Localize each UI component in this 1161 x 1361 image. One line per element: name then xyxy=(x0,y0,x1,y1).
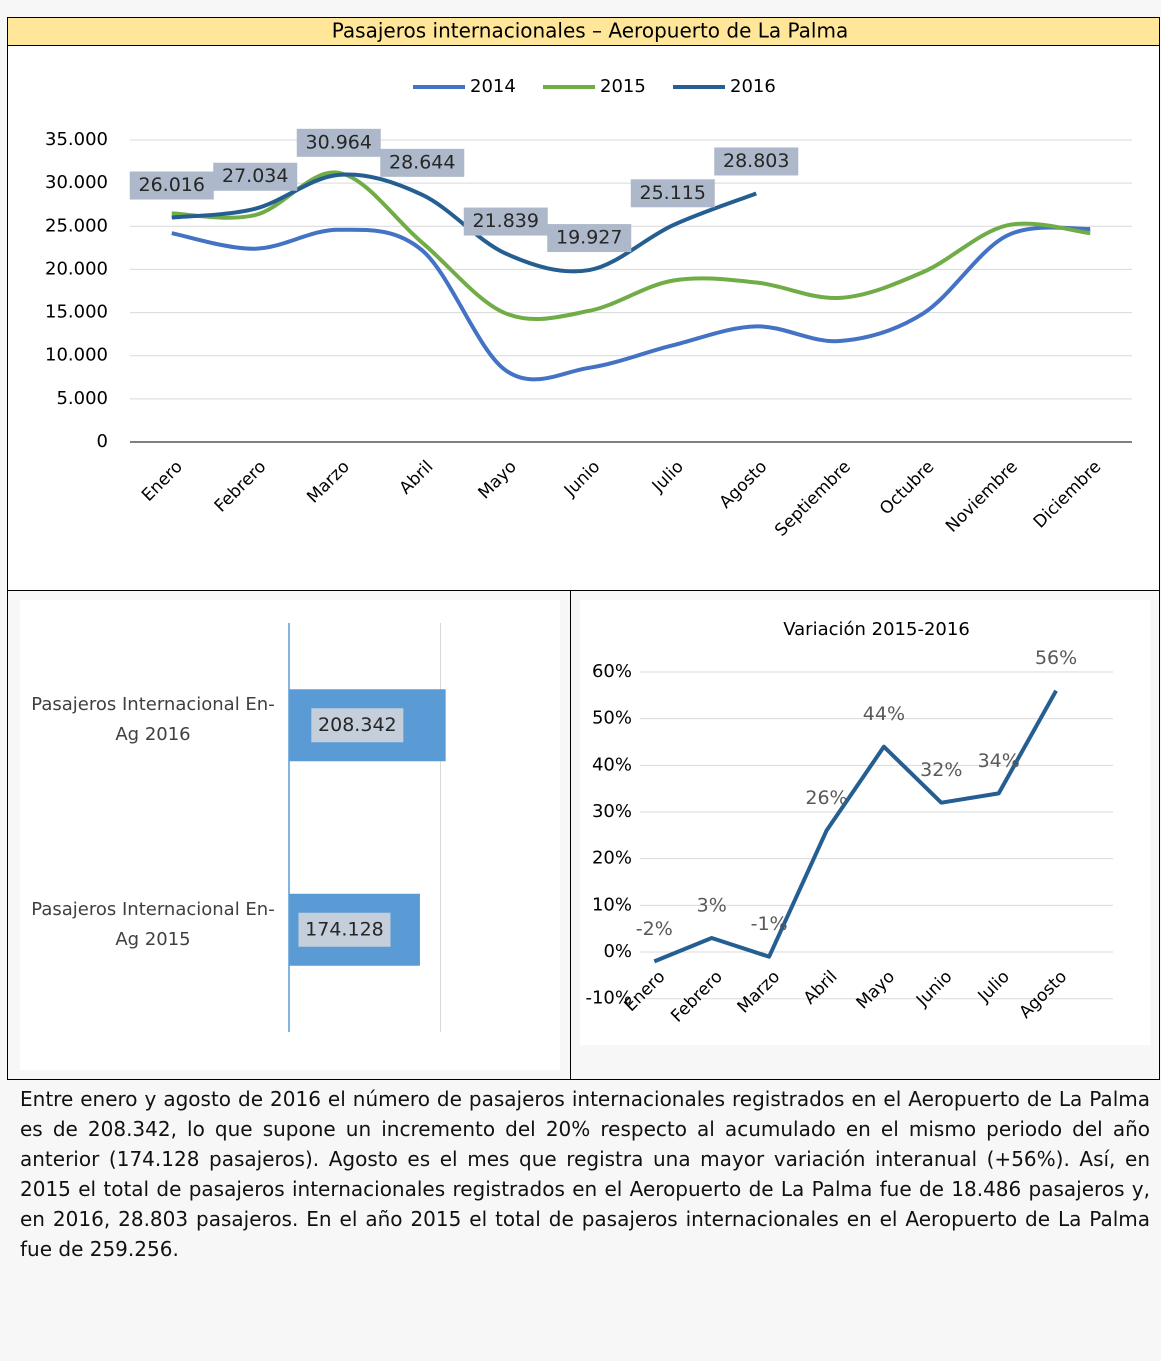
y-tick-label: -10% xyxy=(585,988,632,1009)
y-tick-label: 5.000 xyxy=(56,388,108,409)
data-label-box xyxy=(311,708,404,743)
chart-title: Variación 2015-2016 xyxy=(783,619,970,640)
y-tick-label: 40% xyxy=(592,754,632,775)
y-tick-label: 10% xyxy=(592,894,632,915)
data-label: 34% xyxy=(978,750,1020,772)
data-label: 25.115 xyxy=(640,182,706,204)
y-tick-label: 0 xyxy=(97,431,108,452)
data-label-box xyxy=(463,207,548,236)
data-label-box xyxy=(298,912,391,947)
data-label: 19.927 xyxy=(556,227,622,249)
chart-area xyxy=(20,600,560,1070)
data-label-box xyxy=(630,179,715,208)
data-label: -1% xyxy=(751,913,788,935)
y-tick-label: 30% xyxy=(592,801,632,822)
data-label: 3% xyxy=(697,895,727,917)
y-tick-label: Pasajeros Internacional En-Ag 2015 xyxy=(31,898,275,950)
data-label: 44% xyxy=(863,703,905,725)
data-label-box xyxy=(547,224,632,253)
category-label-box: Pasajeros Internacional En-Ag 2016 xyxy=(31,694,275,746)
y-tick-label: 20% xyxy=(592,848,632,869)
category-label-box: Pasajeros Internacional En-Ag 2015 xyxy=(31,898,275,950)
data-label-box xyxy=(213,162,298,191)
data-label: 174.128 xyxy=(305,918,384,940)
y-tick-label: 35.000 xyxy=(45,129,108,150)
series-line xyxy=(653,689,1058,964)
data-label: 26% xyxy=(805,787,847,809)
y-tick-label: 25.000 xyxy=(45,215,108,236)
y-tick-label: 60% xyxy=(592,661,632,682)
y-tick-label: 30.000 xyxy=(45,172,108,193)
legend-label: 2016 xyxy=(730,76,776,97)
y-tick-label: 15.000 xyxy=(45,302,108,323)
header-bar xyxy=(7,17,1160,46)
header-title: Pasajeros internacionales – Aeropuerto d… xyxy=(332,19,848,43)
chart-area xyxy=(7,45,1160,590)
data-label: 30.964 xyxy=(306,131,372,153)
data-label: 208.342 xyxy=(318,714,397,736)
legend-label: 2014 xyxy=(470,76,516,97)
chart-area xyxy=(580,600,1150,1045)
y-tick-label: 10.000 xyxy=(45,345,108,366)
data-label: 56% xyxy=(1035,647,1077,669)
data-label-box xyxy=(129,171,214,200)
data-label-box xyxy=(714,147,799,176)
y-tick-label: 20.000 xyxy=(45,258,108,279)
charts: Pasajeros internacionales – Aeropuerto d… xyxy=(7,17,1160,1080)
data-label-box xyxy=(380,148,465,177)
data-label-box xyxy=(296,128,381,157)
legend-label: 2015 xyxy=(600,76,646,97)
series-line xyxy=(171,225,1091,382)
data-label: 21.839 xyxy=(473,210,539,232)
data-label: 32% xyxy=(920,759,962,781)
data-label: 28.803 xyxy=(723,150,789,172)
data-label: 28.644 xyxy=(389,151,455,173)
data-label: 27.034 xyxy=(222,165,288,187)
series-line xyxy=(171,170,1091,322)
y-tick-label: 50% xyxy=(592,708,632,729)
y-tick-label: Pasajeros Internacional En-Ag 2016 xyxy=(31,694,275,746)
data-label: 26.016 xyxy=(139,174,205,196)
data-label: -2% xyxy=(636,918,673,940)
paragraph: Entre enero y agosto de 2016 el número d… xyxy=(20,1087,1150,1261)
y-tick-label: 0% xyxy=(603,941,632,962)
